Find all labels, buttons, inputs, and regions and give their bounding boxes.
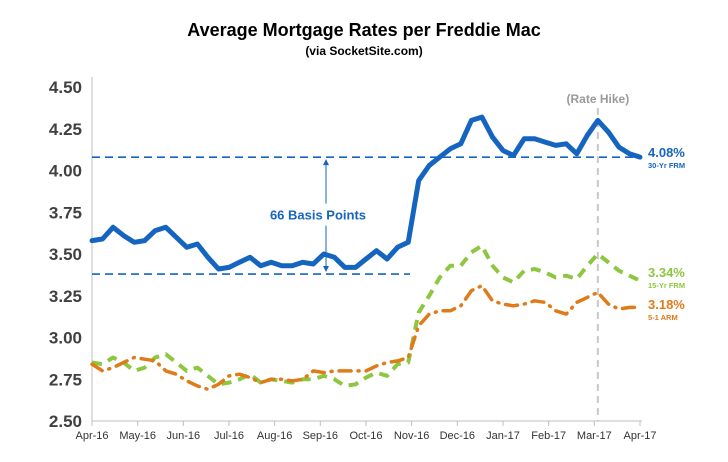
x-tick-label: Oct-16 xyxy=(349,430,382,442)
series-line-15-yr-frm xyxy=(91,243,641,388)
chart-subtitle: (via SocketSite.com) xyxy=(305,44,422,58)
end-labels: 4.08%30-Yr FRM 3.34%15-Yr FRM 3.18%5-1 ARM xyxy=(648,145,685,322)
basis-points-label-bg xyxy=(264,203,388,226)
arrow-head-up xyxy=(323,159,329,166)
series-lines xyxy=(89,114,643,392)
y-tick-label: 2.75 xyxy=(49,370,82,389)
y-axis-ticks: 2.50 2.75 3.00 3.25 3.50 3.75 4.00 4.25 4.50 xyxy=(49,78,82,431)
x-axis-ticks: Apr-16 May-16 Jun-16 Jul-16 Aug-16 Sep-16 Oct-… xyxy=(75,421,657,442)
end-value-label: 3.34% xyxy=(648,265,685,280)
y-tick-label: 4.50 xyxy=(49,78,82,97)
y-tick-label: 3.75 xyxy=(49,203,82,222)
basis-points-label: 66 Basis Points xyxy=(270,208,366,223)
series-name-label: 5-1 ARM xyxy=(648,313,678,322)
annotations: 66 Basis Points (Rate Hike) xyxy=(92,92,640,421)
end-value-label: 3.18% xyxy=(648,297,685,312)
x-tick-label: Sep-16 xyxy=(303,430,338,442)
arrow-head-down xyxy=(323,266,329,273)
x-tick-label: Dec-16 xyxy=(440,430,475,442)
x-tick-label: May-16 xyxy=(119,430,156,442)
y-tick-label: 2.50 xyxy=(49,412,82,431)
end-value-label: 4.08% xyxy=(648,145,685,160)
x-tick-label: Jul-16 xyxy=(214,430,244,442)
x-tick-label: Apr-16 xyxy=(75,430,108,442)
series-name-label: 15-Yr FRM xyxy=(648,281,685,290)
x-tick-label: Feb-17 xyxy=(531,430,566,442)
x-tick-label: Jan-17 xyxy=(486,430,520,442)
series-name-label: 30-Yr FRM xyxy=(648,161,685,170)
y-tick-label: 3.50 xyxy=(49,245,82,264)
y-tick-label: 3.25 xyxy=(49,287,82,306)
x-tick-label: Aug-16 xyxy=(257,430,292,442)
rate-hike-label: (Rate Hike) xyxy=(567,92,630,106)
y-tick-label: 4.25 xyxy=(49,120,82,139)
y-tick-label: 4.00 xyxy=(49,162,82,181)
x-tick-label: Apr-17 xyxy=(623,430,656,442)
x-tick-label: Mar-17 xyxy=(577,430,612,442)
x-tick-label: Jun-16 xyxy=(167,430,201,442)
x-tick-label: Nov-16 xyxy=(394,430,429,442)
chart-title: Average Mortgage Rates per Freddie Mac xyxy=(187,20,540,40)
series-line-30-yr-frm xyxy=(89,114,643,272)
series-line-5-1-arm xyxy=(90,283,642,392)
y-tick-label: 3.00 xyxy=(49,329,82,348)
